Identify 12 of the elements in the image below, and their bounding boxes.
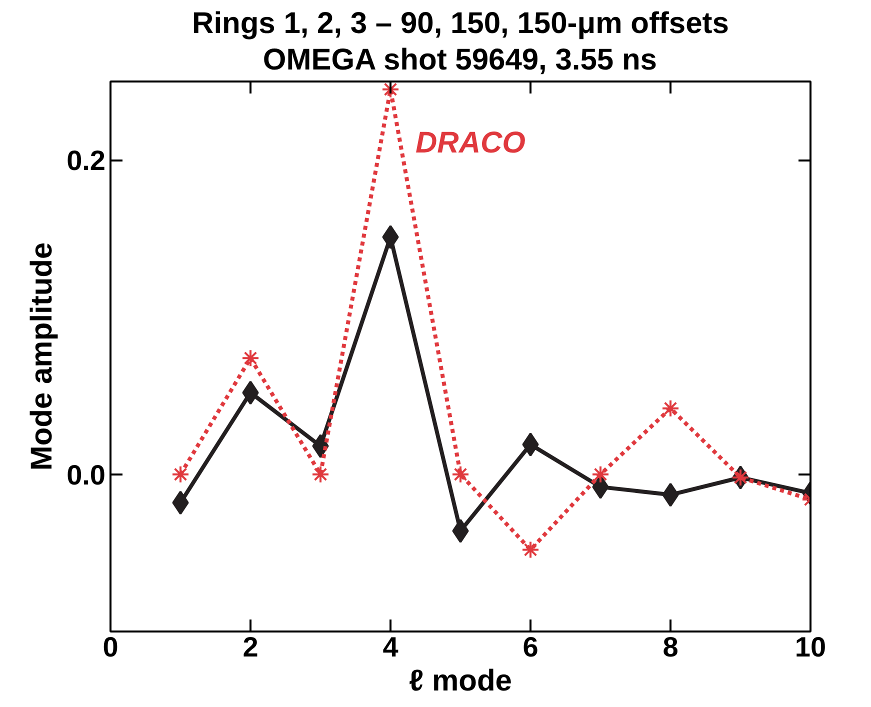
chart-title: Rings 1, 2, 3 – 90, 150, 150-μm offsets OMEGA shot 59649, 3.55 ns [192,7,729,76]
x-axis-title: ℓ mode [408,664,512,698]
x-tick-label: 10 [794,632,826,662]
y-tick-label: 0.0 [66,459,106,490]
y-tick-label: 0.2 [66,145,106,176]
series-label: DRACO [416,126,526,160]
x-tick-label: 6 [522,632,538,662]
y-axis-title: Mode amplitude [26,242,59,471]
x-tick-label: 2 [242,632,258,662]
x-tick-label: 4 [382,632,399,662]
x-tick-label: 0 [102,632,118,662]
x-tick-label: 8 [662,632,678,662]
